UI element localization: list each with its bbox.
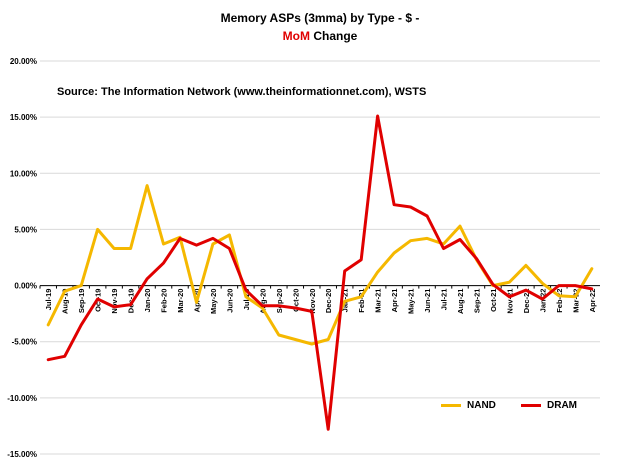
x-tick-label: Mar-21 — [374, 289, 383, 313]
source-note: Source: The Information Network (www.the… — [57, 86, 427, 98]
x-tick-label: Sep-19 — [77, 289, 86, 314]
y-tick-label: 0.00% — [14, 282, 37, 291]
x-tick-label: Apr-21 — [390, 289, 399, 313]
x-tick-label: Aug-20 — [258, 289, 267, 314]
chart-subtitle: MoM Change — [0, 29, 640, 43]
x-tick-label: May-20 — [209, 289, 218, 314]
subtitle-rest: Change — [309, 29, 358, 43]
x-tick-label: Jun-21 — [423, 289, 432, 313]
y-tick-label: 5.00% — [14, 225, 37, 234]
x-tick-label: Jul-21 — [440, 289, 449, 311]
series-line-dram — [46, 114, 594, 431]
y-tick-label: 20.00% — [10, 57, 37, 66]
x-axis-ticks: Jul-19 Aug-19 Sep-19 Oct-19 Nov-19 Dec-19 Jan-… — [39, 285, 597, 314]
x-tick-label: Nov-19 — [110, 289, 119, 314]
x-tick-label: Dec-20 — [324, 289, 333, 314]
subtitle-highlight: MoM — [282, 29, 310, 43]
legend-entry-dram: DRAM — [521, 400, 577, 411]
legend-swatch-nand — [441, 404, 461, 407]
x-tick-label: Jul-19 — [44, 289, 53, 311]
legend-label-nand: NAND — [467, 400, 496, 411]
x-tick-label: Apr-22 — [588, 289, 597, 313]
x-tick-label: Nov-21 — [505, 289, 514, 314]
x-tick-label: Aug-19 — [61, 289, 70, 314]
legend-entry-nand: NAND — [441, 400, 496, 411]
x-tick-label: Sep-20 — [275, 289, 284, 314]
grid-lines — [40, 60, 600, 455]
chart-title: Memory ASPs (3mma) by Type - $ - — [220, 11, 420, 25]
x-tick-label: Feb-22 — [555, 289, 564, 313]
x-tick-label: Dec-19 — [127, 289, 136, 314]
x-tick-label: Jun-20 — [225, 289, 234, 313]
x-tick-label: Jul-20 — [242, 289, 251, 311]
x-tick-label: Mar-22 — [571, 289, 580, 313]
x-tick-label: Feb-21 — [357, 289, 366, 313]
series-line-nand — [46, 184, 594, 346]
x-tick-label: Sep-21 — [472, 289, 481, 314]
x-tick-label: Mar-20 — [176, 289, 185, 313]
legend-swatch-dram — [521, 404, 541, 407]
x-tick-label: Jan-20 — [143, 289, 152, 313]
y-tick-label: 15.00% — [10, 113, 37, 122]
x-tick-label: Aug-21 — [456, 289, 465, 314]
x-tick-label: Nov-20 — [308, 289, 317, 314]
x-tick-label: Jan-22 — [538, 289, 547, 313]
x-tick-label: May-21 — [407, 289, 416, 314]
x-tick-label: Feb-20 — [160, 289, 169, 313]
y-tick-label: 10.00% — [10, 169, 37, 178]
y-tick-label: -10.00% — [7, 394, 37, 403]
series-lines — [46, 114, 594, 431]
x-tick-label: Dec-21 — [522, 289, 531, 314]
x-tick-label: Oct-21 — [489, 289, 498, 312]
y-axis-ticks: -15.00% -10.00% -5.00% 0.00% 5.00% 10.00% 15.0… — [7, 57, 37, 459]
legend-label-dram: DRAM — [547, 400, 577, 411]
y-tick-label: -15.00% — [7, 450, 37, 459]
x-tick-label: Oct-20 — [291, 289, 300, 312]
y-tick-label: -5.00% — [12, 338, 37, 347]
